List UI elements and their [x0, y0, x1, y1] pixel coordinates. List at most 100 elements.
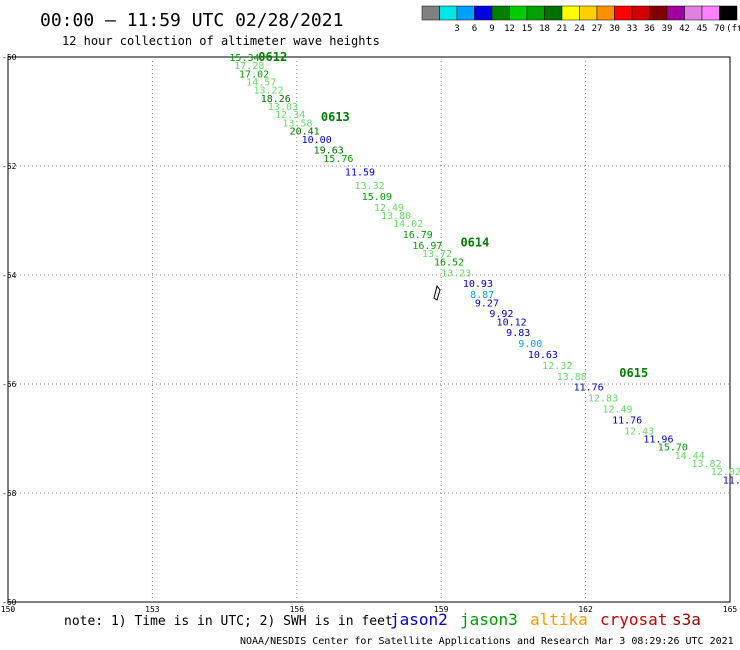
swh-value-label: 17.28	[234, 61, 264, 72]
legend-label: 39	[662, 24, 673, 34]
legend-label: 42	[679, 24, 690, 34]
legend-swatch	[544, 5, 563, 21]
y-tick-label: -50	[2, 53, 17, 62]
swh-value-label: 12.83	[588, 394, 618, 405]
legend-label: 30	[609, 24, 620, 34]
legend-swatch	[596, 5, 615, 21]
legend-swatch	[579, 5, 598, 21]
time-label: 0615	[619, 366, 648, 380]
swh-value-label: 13.88	[557, 372, 587, 383]
legend-swatch	[526, 5, 545, 21]
swh-value-label: 12.49	[374, 203, 404, 214]
swh-value-label: 10.93	[463, 279, 493, 290]
legend-swatch	[631, 5, 650, 21]
swh-value-label: 14.57	[246, 78, 276, 89]
swh-value-label: 15.76	[323, 154, 353, 165]
swh-value-label: 10.12	[497, 317, 527, 328]
x-tick-labels: 150 153 156 159 162 165	[1, 605, 738, 614]
y-tick-label: -60	[2, 598, 17, 607]
legend-swatch	[666, 5, 685, 21]
legend-swatch	[509, 5, 528, 21]
legend-swatch	[421, 5, 440, 21]
legend-swatch	[474, 5, 493, 21]
swh-value-label: 13.80	[381, 211, 411, 222]
swh-value-label: 16.97	[412, 241, 442, 252]
footer-credit: NOAA/NESDIS Center for Satellite Applica…	[240, 636, 734, 647]
swh-value-label: 10.00	[302, 135, 332, 146]
swh-value-label: 12.34	[275, 110, 305, 121]
swh-value-label: 12.43	[624, 426, 654, 437]
legend-label: 33	[627, 24, 638, 34]
legend-swatch	[491, 5, 510, 21]
legend-label: 3	[454, 24, 459, 34]
legend-swatch	[456, 5, 475, 21]
legend-label: 70	[714, 24, 725, 34]
chart-subtitle: 12 hour collection of altimeter wave hei…	[62, 34, 380, 48]
swh-value-label: 11.9	[723, 475, 740, 486]
swh-value-label: 13.03	[268, 102, 298, 113]
swh-value-label: 13.82	[691, 459, 721, 470]
legend-label: 36	[644, 24, 655, 34]
swh-value-label: 13.32	[355, 181, 385, 192]
data-points: 15.3417.2817.0214.5713.2218.2613.0312.34…	[229, 53, 740, 486]
legend-label: 18	[539, 24, 550, 34]
satellite-name: altika	[530, 610, 588, 629]
satellite-name: s3a	[672, 610, 701, 629]
island-mark	[433, 284, 441, 301]
legend-label: (ft)	[726, 24, 740, 34]
time-label: 0613	[321, 110, 350, 124]
plot-frame	[7, 56, 731, 603]
footer-note: note: 1) Time is in UTC; 2) SWH is in fe…	[64, 614, 393, 629]
swh-value-label: 9.83	[506, 328, 530, 339]
legend-swatch	[649, 5, 668, 21]
legend-label: 12	[504, 24, 515, 34]
x-tick-label: 159	[434, 605, 449, 614]
swh-value-label: 19.63	[314, 146, 344, 157]
swh-value-label: 13.22	[253, 86, 283, 97]
swh-value-label: 13.58	[282, 118, 312, 129]
swh-value-label: 16.52	[434, 257, 464, 268]
swh-value-label: 11.96	[643, 435, 673, 446]
satellite-name: cryosat	[600, 610, 667, 629]
time-labels: 0612 0613 0614 0615	[258, 50, 648, 380]
legend-label: 27	[592, 24, 603, 34]
grid	[8, 57, 730, 602]
swh-value-label: 13.23	[441, 268, 471, 279]
swh-value-label: 9.00	[518, 339, 542, 350]
x-tick-label: 165	[723, 605, 738, 614]
legend-swatch	[684, 5, 703, 21]
swh-value-label: 16.79	[403, 230, 433, 241]
satellite-name: jason3	[460, 610, 518, 629]
legend-label: 45	[697, 24, 708, 34]
y-tick-label: -54	[2, 271, 17, 280]
swh-value-label: 12.32	[542, 361, 572, 372]
legend-swatch	[701, 5, 720, 21]
x-tick-label: 150	[1, 605, 16, 614]
swh-value-label: 8.87	[470, 290, 494, 301]
swh-value-label: 10.63	[528, 350, 558, 361]
swh-value-label: 15.09	[362, 192, 392, 203]
swh-value-label: 9.27	[475, 298, 499, 309]
legend-swatch	[439, 5, 458, 21]
y-tick-label: -58	[2, 489, 17, 498]
x-tick-label: 162	[578, 605, 593, 614]
y-tick-label: -56	[2, 380, 17, 389]
time-label: 0612	[258, 50, 287, 64]
satellite-legend: jason2 jason3 altika cryosat s3a	[390, 610, 701, 629]
swh-value-label: 15.70	[658, 443, 688, 454]
chart-title: 00:00 – 11:59 UTC 02/28/2021	[40, 10, 343, 31]
swh-value-label: 20.41	[290, 127, 320, 138]
legend-swatch	[614, 5, 633, 21]
y-tick-label: -52	[2, 162, 17, 171]
legend-swatch	[719, 5, 738, 21]
swh-value-label: 11.59	[345, 167, 375, 178]
swh-value-label: 13.72	[422, 249, 452, 260]
swh-value-label: 17.02	[239, 69, 269, 80]
time-label: 0614	[460, 235, 489, 249]
legend-label: 6	[472, 24, 477, 34]
swh-value-label: 9.92	[489, 309, 513, 320]
legend-label: 21	[557, 24, 568, 34]
swh-value-label: 11.76	[612, 415, 642, 426]
